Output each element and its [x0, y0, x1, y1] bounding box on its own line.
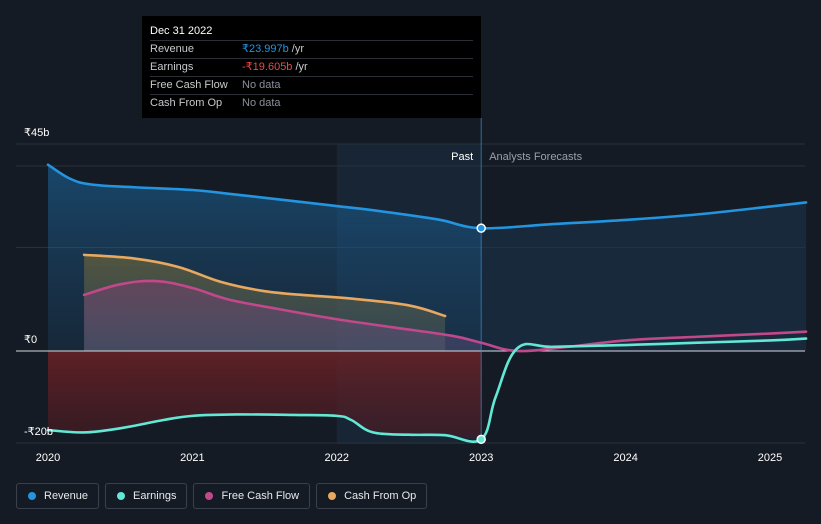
- x-tick-label: 2023: [469, 452, 493, 464]
- free-cash-flow-line: [82, 279, 808, 353]
- tooltip-row-revenue: Revenue ₹23.997b /yr: [150, 41, 473, 59]
- x-tick-label: 2024: [613, 452, 637, 464]
- y-axis-ticks: ₹45b ₹0 -₹20b: [24, 127, 53, 438]
- tooltip-label: Revenue: [150, 43, 195, 55]
- x-tick-label: 2021: [180, 452, 204, 464]
- cash-from-op-line: [82, 253, 447, 318]
- tooltip-date: Dec 31 2022: [150, 23, 473, 41]
- legend-label: Earnings: [133, 490, 177, 502]
- series-markers: [476, 223, 486, 445]
- earnings-marker: [476, 434, 486, 445]
- x-tick-label: 2022: [325, 452, 349, 464]
- chart-legend: Revenue Earnings Free Cash Flow Cash Fro…: [16, 483, 428, 511]
- tooltip-label: Free Cash Flow: [150, 79, 228, 91]
- legend-item-free-cash-flow[interactable]: Free Cash Flow: [193, 483, 311, 509]
- tooltip-label: Cash From Op: [150, 97, 223, 109]
- tooltip-unit: /yr: [295, 61, 308, 73]
- x-tick-label: 2020: [36, 452, 60, 464]
- revenue-marker: [476, 223, 486, 233]
- y-tick-label: ₹0: [24, 334, 37, 346]
- y-tick-label: ₹45b: [24, 127, 49, 139]
- tooltip-row-earnings: Earnings -₹19.605b /yr: [150, 59, 473, 77]
- tooltip-row-free-cash-flow: Free Cash Flow No data: [150, 77, 473, 95]
- tooltip-value: ₹23.997b: [242, 43, 289, 55]
- tooltip-value: No data: [242, 79, 281, 91]
- legend-label: Free Cash Flow: [221, 490, 300, 502]
- tooltip-value: -₹19.605b: [242, 61, 293, 73]
- series-lines: [46, 163, 808, 443]
- tooltip-unit: /yr: [291, 43, 304, 55]
- x-axis-ticks: 2020 2021 2022 2023 2024 2025: [36, 452, 782, 464]
- free-cash-flow-area: [84, 280, 482, 351]
- earnings-line: [46, 337, 808, 443]
- x-tick-label: 2025: [758, 452, 782, 464]
- revenue-forecast-area: [481, 202, 807, 351]
- forecast-label: Analysts Forecasts: [489, 151, 582, 163]
- legend-item-cash-from-op[interactable]: Cash From Op: [316, 483, 428, 509]
- earnings-dot-icon: [117, 492, 126, 500]
- revenue-line: [46, 163, 808, 230]
- tooltip-row-cash-from-op: Cash From Op No data: [150, 95, 473, 112]
- hover-tooltip: Dec 31 2022 Revenue ₹23.997b /yr Earning…: [142, 16, 481, 118]
- tooltip-value: No data: [242, 97, 281, 109]
- cash-from-op-dot-icon: [328, 492, 337, 500]
- tooltip-label: Earnings: [150, 61, 194, 73]
- legend-item-earnings[interactable]: Earnings: [105, 483, 188, 509]
- earnings-area: [48, 351, 482, 440]
- free-cash-flow-dot-icon: [205, 492, 214, 500]
- y-tick-label: -₹20b: [24, 426, 53, 438]
- legend-label: Cash From Op: [344, 490, 417, 502]
- revenue-earnings-chart: ₹45b ₹0 -₹20b 2020 2021 2022 2023 2024 2025 Pas…: [16, 118, 808, 464]
- past-label: Past: [451, 151, 473, 163]
- revenue-dot-icon: [28, 492, 36, 500]
- legend-item-revenue[interactable]: Revenue: [16, 483, 100, 509]
- legend-label: Revenue: [44, 490, 89, 502]
- series-areas: [48, 164, 807, 440]
